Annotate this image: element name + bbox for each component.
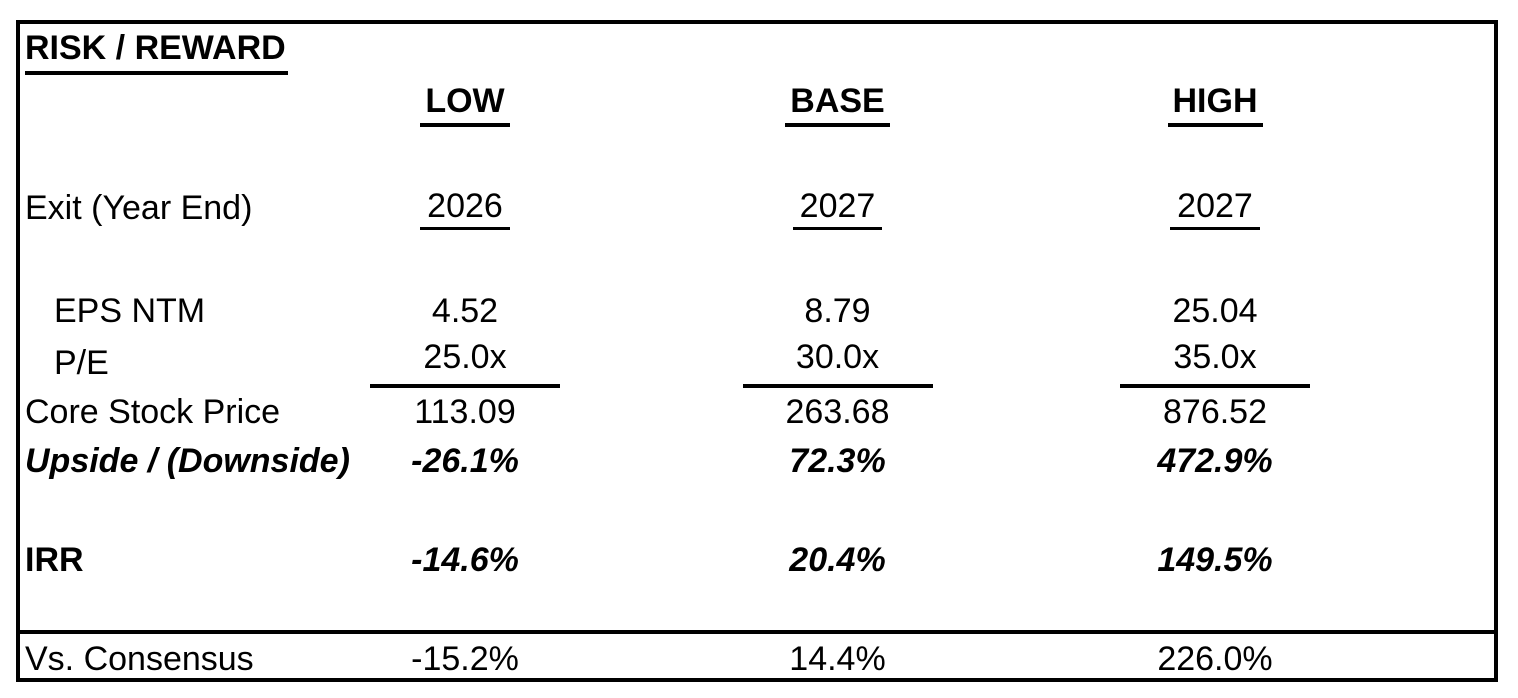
- exit-low-cell: 2026: [280, 186, 650, 230]
- consensus-high-value: 226.0%: [1157, 640, 1273, 678]
- column-header-base: BASE: [785, 81, 890, 127]
- exit-low-value: 2026: [420, 186, 510, 230]
- exit-base-value: 2027: [792, 186, 883, 230]
- exit-base-cell: 2027: [650, 186, 1025, 230]
- exit-year-end-row: Exit (Year End) 2026 2027 2027: [20, 186, 1498, 230]
- table-border-frame: [16, 20, 1498, 682]
- upside-downside-row: Upside / (Downside) -26.1% 72.3% 472.9%: [20, 441, 1498, 481]
- exit-high-value: 2027: [1170, 186, 1260, 230]
- consensus-separator-line: [20, 630, 1498, 634]
- core-high-value: 876.52: [1163, 393, 1267, 431]
- column-header-base-cell: BASE: [650, 81, 1025, 127]
- upside-downside-label: Upside / (Downside): [25, 442, 350, 480]
- eps-ntm-row: EPS NTM 4.52 8.79 25.04: [20, 291, 1498, 331]
- exit-high-cell: 2027: [1025, 186, 1405, 230]
- consensus-low-value: -15.2%: [411, 640, 519, 678]
- pe-row: P/E 25.0x 30.0x 35.0x: [20, 337, 1498, 388]
- pe-high-value: 35.0x: [1120, 337, 1310, 388]
- irr-label: IRR: [25, 541, 84, 579]
- title-cell: RISK / REWARD: [20, 28, 1025, 75]
- eps-low-value: 4.52: [431, 292, 499, 330]
- upside-base-value: 72.3%: [789, 442, 886, 480]
- column-header-row: LOW BASE HIGH: [20, 81, 1498, 127]
- core-base-value: 263.68: [785, 393, 890, 431]
- pe-low-value: 25.0x: [370, 337, 560, 388]
- column-header-high-cell: HIGH: [1025, 81, 1405, 127]
- core-low-value: 113.09: [414, 393, 516, 431]
- exit-year-end-label: Exit (Year End): [25, 189, 253, 227]
- pe-label: P/E: [54, 343, 109, 382]
- eps-base-value: 8.79: [804, 292, 871, 330]
- upside-low-value: -26.1%: [411, 442, 519, 480]
- title-row: RISK / REWARD: [20, 28, 1498, 75]
- column-header-low-cell: LOW: [280, 81, 650, 127]
- pe-base-value: 30.0x: [742, 337, 933, 388]
- consensus-base-value: 14.4%: [789, 640, 886, 678]
- column-header-high: HIGH: [1167, 81, 1263, 127]
- core-stock-price-label: Core Stock Price: [25, 393, 281, 431]
- irr-base-value: 20.4%: [789, 541, 886, 579]
- vs-consensus-label: Vs. Consensus: [25, 640, 254, 678]
- column-header-low: LOW: [420, 81, 510, 127]
- pe-low-cell: 25.0x: [280, 337, 650, 388]
- vs-consensus-row: Vs. Consensus -15.2% 14.4% 226.0%: [20, 638, 1498, 680]
- page-title: RISK / REWARD: [25, 28, 288, 75]
- eps-high-value: 25.04: [1172, 292, 1258, 330]
- pe-high-cell: 35.0x: [1025, 337, 1405, 388]
- eps-ntm-label: EPS NTM: [54, 292, 206, 330]
- pe-base-cell: 30.0x: [650, 337, 1025, 388]
- upside-high-value: 472.9%: [1157, 442, 1273, 480]
- irr-row: IRR -14.6% 20.4% 149.5%: [20, 540, 1498, 580]
- irr-low-value: -14.6%: [411, 541, 519, 579]
- irr-high-value: 149.5%: [1157, 541, 1273, 579]
- core-stock-price-row: Core Stock Price 113.09 263.68 876.52: [20, 392, 1498, 432]
